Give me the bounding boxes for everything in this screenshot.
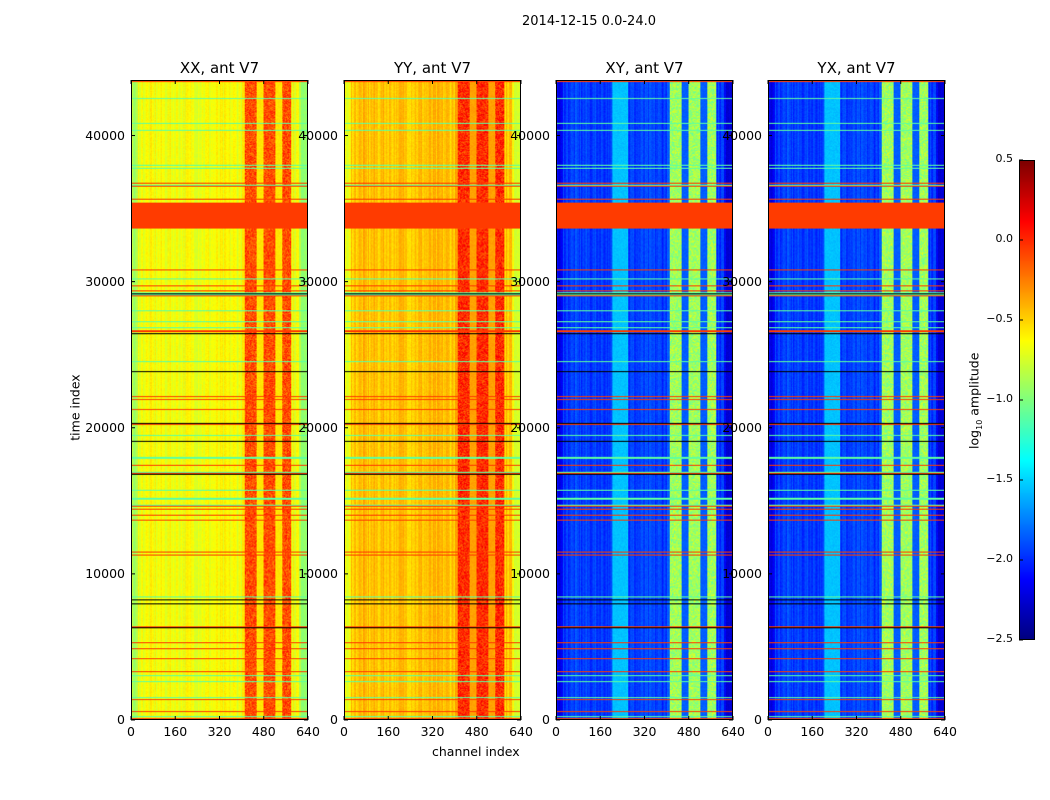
y-tick-label: 0 [117, 712, 125, 727]
y-tick-label: 10000 [298, 565, 338, 581]
y-tick-label: 20000 [510, 419, 550, 435]
y-tick-label: 10000 [85, 565, 125, 581]
y-tick-label: 0 [330, 712, 338, 727]
y-axis-label: time index [67, 374, 83, 441]
colorbar-tick-label: 0.0 [995, 232, 1014, 245]
x-tick-label: 160 [588, 724, 613, 739]
x-tick-label: 0 [127, 724, 135, 739]
x-tick-label: 480 [251, 724, 276, 739]
panel-title-4: YX, ant V7 [817, 59, 896, 77]
y-tick-label: 20000 [85, 419, 125, 435]
panel-title-3: XY, ant V7 [605, 59, 684, 77]
x-tick-label: 320 [844, 724, 869, 739]
figure-title: 2014-12-15 0.0-24.0 [522, 14, 656, 29]
x-tick-label: 320 [420, 724, 445, 739]
colorbar-label: log10 amplitude [966, 352, 984, 449]
y-tick-label: 0 [542, 712, 550, 727]
x-tick-label: 480 [676, 724, 701, 739]
y-tick-label: 40000 [298, 127, 338, 143]
y-tick-label: 20000 [298, 419, 338, 435]
x-tick-label: 320 [207, 724, 232, 739]
x-tick-label: 640 [933, 724, 957, 739]
y-tick-label: 30000 [298, 273, 338, 289]
x-tick-label: 160 [376, 724, 401, 739]
x-tick-label: 160 [800, 724, 825, 739]
colorbar-tick-label: −2.5 [986, 632, 1013, 645]
x-tick-label: 480 [888, 724, 913, 739]
y-tick-label: 0 [754, 712, 762, 727]
colorbar-tick-label: 0.5 [995, 152, 1014, 165]
y-tick-label: 10000 [722, 565, 762, 581]
colorbar-tick-label: −1.5 [986, 472, 1013, 485]
y-tick-label: 30000 [510, 273, 550, 289]
y-tick-label: 20000 [722, 419, 762, 435]
colorbar-tick-label: −2.0 [986, 552, 1013, 565]
x-tick-label: 160 [163, 724, 188, 739]
y-tick-label: 40000 [85, 127, 125, 143]
y-tick-label: 40000 [722, 127, 762, 143]
y-tick-label: 10000 [510, 565, 550, 581]
heatmap-2 [344, 80, 521, 720]
x-axis-label: channel index [432, 744, 520, 759]
y-tick-label: 40000 [510, 127, 550, 143]
x-tick-label: 480 [464, 724, 489, 739]
panel-title-2: YY, ant V7 [393, 59, 471, 77]
x-tick-label: 640 [721, 724, 745, 739]
x-tick-label: 640 [509, 724, 533, 739]
colorbar-tick-label: −1.0 [986, 392, 1013, 405]
x-tick-label: 0 [764, 724, 772, 739]
heatmap-1 [131, 80, 308, 720]
x-tick-label: 0 [340, 724, 348, 739]
y-tick-label: 30000 [85, 273, 125, 289]
x-tick-label: 320 [632, 724, 657, 739]
x-tick-label: 0 [552, 724, 560, 739]
x-tick-label: 640 [296, 724, 320, 739]
panel-title-1: XX, ant V7 [179, 59, 260, 77]
heatmap-4 [768, 80, 945, 720]
colorbar-tick-label: −0.5 [986, 312, 1013, 325]
y-tick-label: 30000 [722, 273, 762, 289]
